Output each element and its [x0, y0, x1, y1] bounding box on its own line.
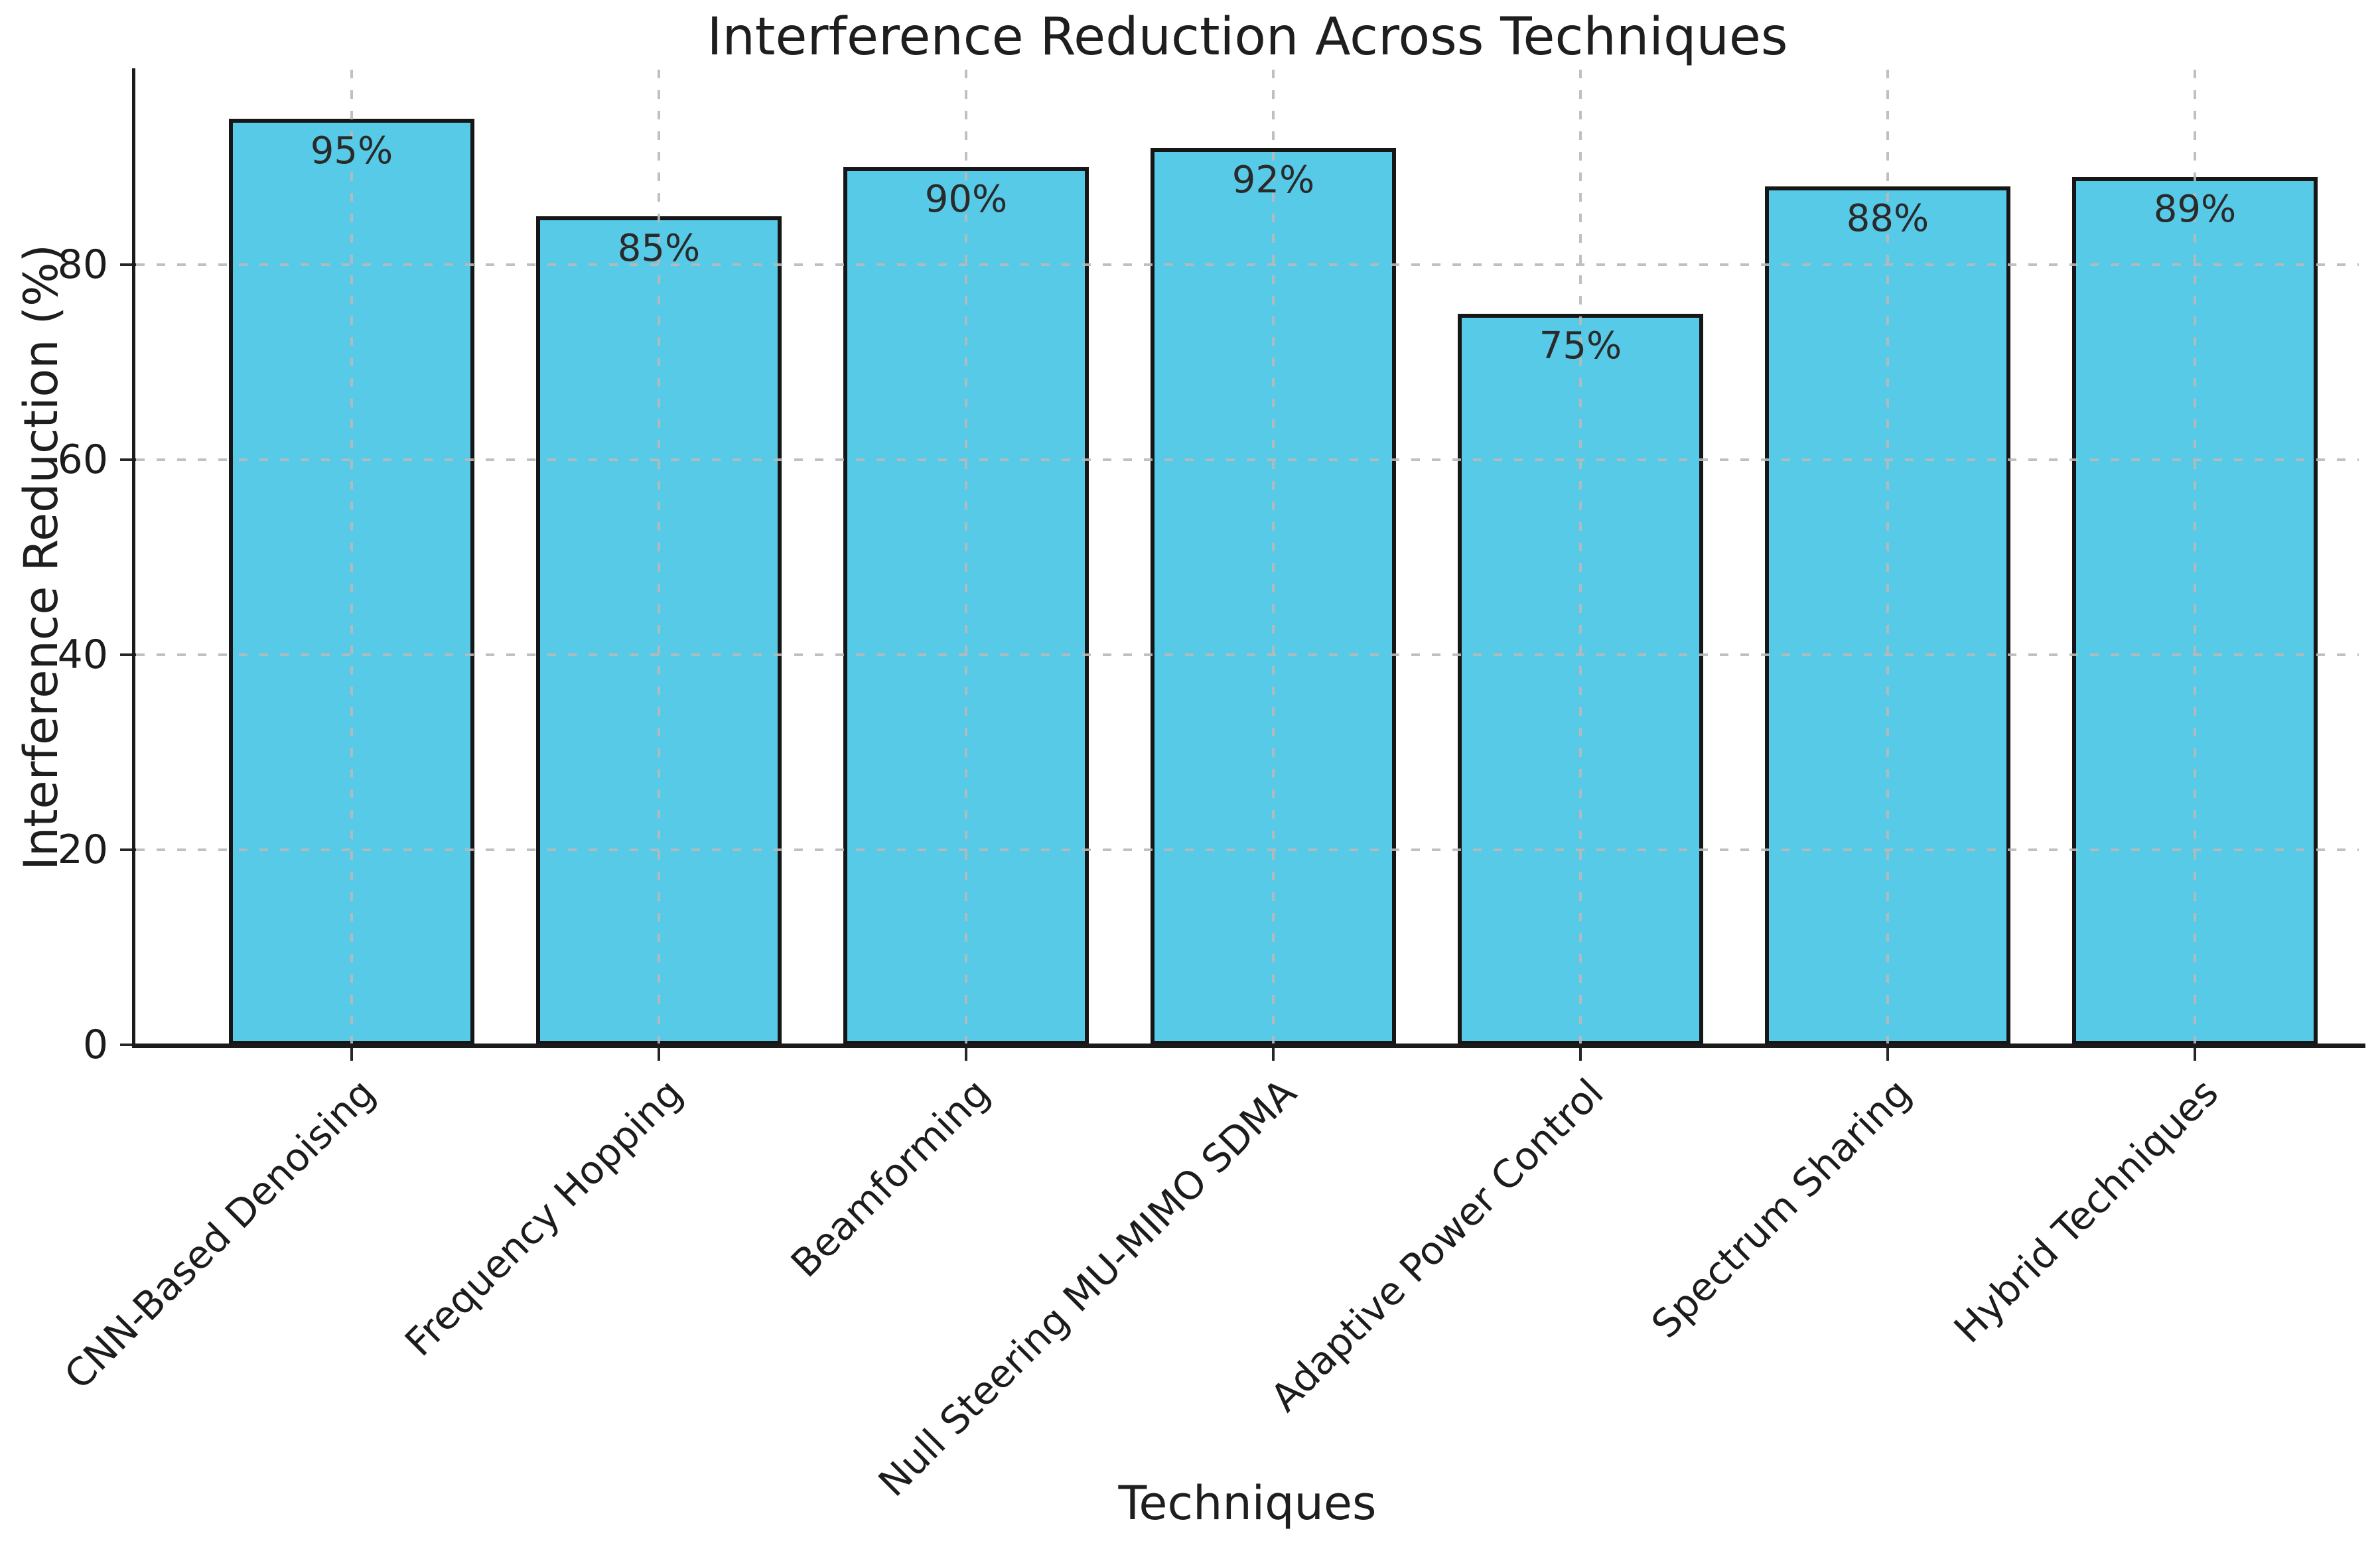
bar — [229, 118, 474, 1045]
x-tick-label: CNN-Based Denoising — [55, 1070, 384, 1398]
x-tick-label: Beamforming — [782, 1070, 999, 1286]
bar — [1458, 313, 1703, 1045]
x-tick-mark — [350, 1045, 353, 1061]
bar-value-label: 95% — [310, 129, 393, 172]
bar-value-label: 88% — [1846, 197, 1929, 241]
y-tick-label: 20 — [57, 827, 108, 873]
y-tick-mark — [120, 848, 136, 851]
y-tick-label: 0 — [82, 1022, 108, 1068]
bar-value-label: 89% — [2153, 187, 2237, 231]
y-tick-label: 80 — [57, 241, 108, 288]
x-tick-label: Frequency Hopping — [395, 1070, 691, 1365]
y-tick-mark — [120, 1044, 136, 1046]
x-tick-mark — [2194, 1045, 2196, 1061]
bar-value-label: 92% — [1231, 158, 1315, 202]
x-axis-title: Techniques — [1118, 1476, 1377, 1530]
x-tick-label: Adaptive Power Control — [1262, 1070, 1613, 1420]
y-axis-spine — [132, 68, 135, 1047]
x-tick-label: Spectrum Sharing — [1642, 1070, 1920, 1347]
x-tick-mark — [1272, 1045, 1275, 1061]
y-tick-label: 60 — [57, 437, 108, 483]
bar-value-label: 75% — [1539, 324, 1622, 368]
x-axis-spine — [132, 1044, 2365, 1048]
x-tick-mark — [658, 1045, 660, 1061]
x-tick-mark — [1579, 1045, 1582, 1061]
x-tick-label: Hybrid Techniques — [1945, 1070, 2227, 1352]
y-tick-label: 40 — [57, 632, 108, 678]
y-tick-mark — [120, 458, 136, 461]
bar — [843, 167, 1089, 1045]
chart-title: Interference Reduction Across Techniques — [707, 7, 1788, 67]
bar — [1151, 147, 1396, 1045]
y-tick-mark — [120, 653, 136, 656]
bar — [2072, 176, 2318, 1045]
bar — [1765, 186, 2010, 1045]
bar-value-label: 90% — [924, 178, 1008, 221]
x-tick-mark — [965, 1045, 967, 1061]
bar — [536, 216, 782, 1045]
bar-value-label: 85% — [617, 226, 701, 270]
x-tick-mark — [1886, 1045, 1889, 1061]
y-tick-mark — [120, 263, 136, 266]
